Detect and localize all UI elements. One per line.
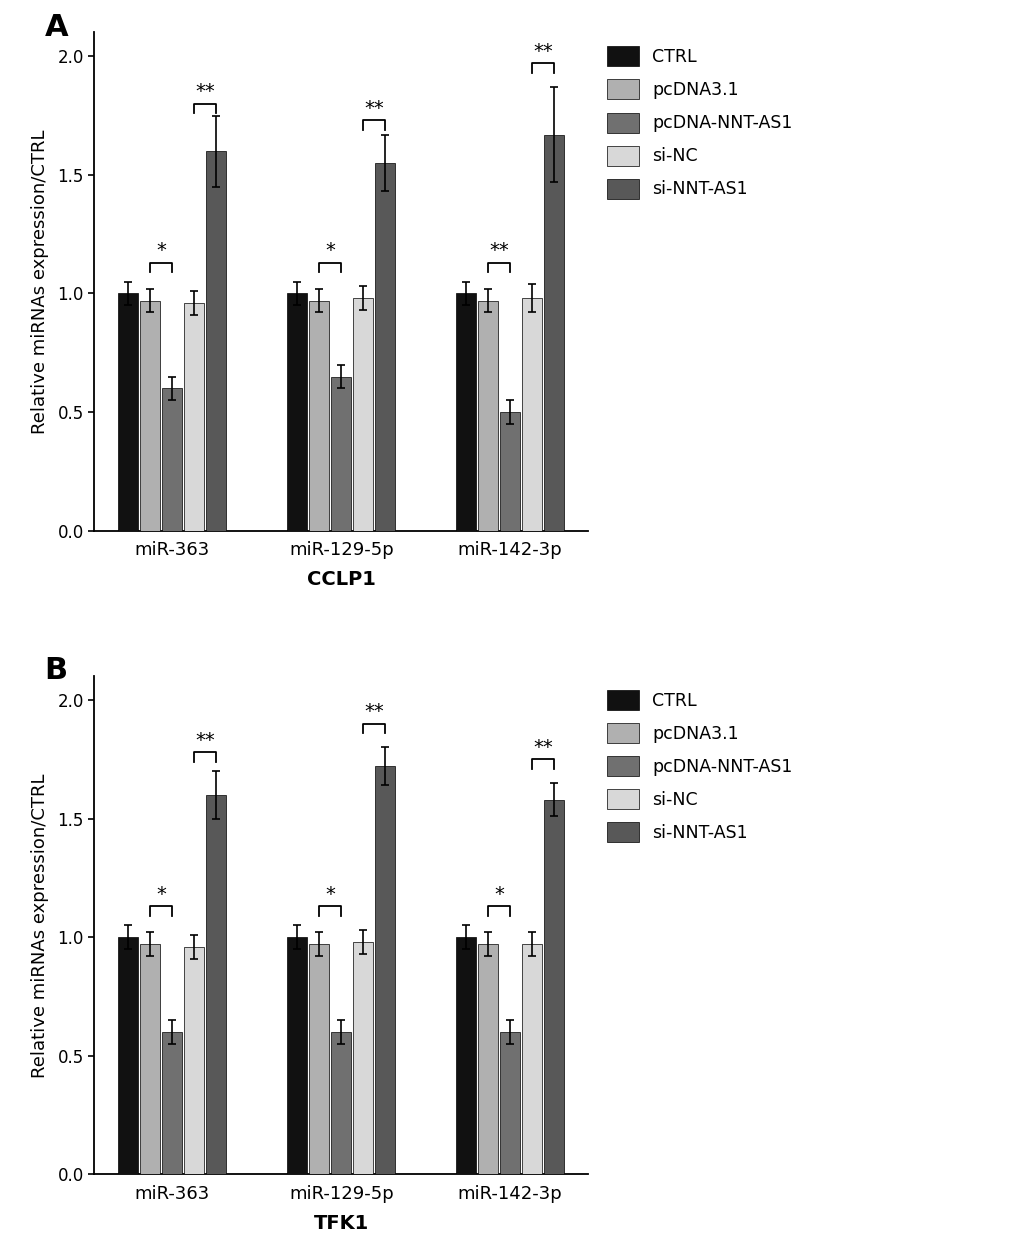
Bar — [287, 937, 307, 1174]
Bar — [162, 388, 182, 530]
Bar — [499, 412, 520, 530]
Text: *: * — [156, 885, 166, 904]
Bar — [543, 800, 564, 1174]
Bar — [522, 945, 542, 1174]
Text: **: ** — [489, 241, 508, 261]
Bar — [184, 947, 204, 1174]
Bar — [455, 293, 476, 530]
X-axis label: TFK1: TFK1 — [313, 1214, 369, 1233]
Bar — [162, 1032, 182, 1174]
Bar — [140, 301, 160, 530]
Text: *: * — [325, 241, 335, 261]
Y-axis label: Relative miRNAs expression/CTRL: Relative miRNAs expression/CTRL — [31, 773, 49, 1077]
Text: **: ** — [196, 731, 215, 750]
Bar — [118, 937, 139, 1174]
Bar — [140, 945, 160, 1174]
Text: B: B — [45, 656, 67, 685]
Text: *: * — [156, 241, 166, 261]
Bar — [184, 303, 204, 530]
Legend: CTRL, pcDNA3.1, pcDNA-NNT-AS1, si-NC, si-NNT-AS1: CTRL, pcDNA3.1, pcDNA-NNT-AS1, si-NC, si… — [601, 685, 797, 847]
Text: **: ** — [533, 42, 552, 61]
Bar — [478, 301, 498, 530]
Bar — [522, 298, 542, 530]
Text: **: ** — [196, 82, 215, 101]
Bar — [118, 293, 139, 530]
Bar — [375, 163, 395, 530]
Bar — [309, 945, 329, 1174]
Bar — [375, 766, 395, 1174]
X-axis label: CCLP1: CCLP1 — [307, 570, 375, 589]
Bar — [353, 942, 373, 1174]
Bar — [499, 1032, 520, 1174]
Text: *: * — [325, 885, 335, 904]
Bar — [206, 795, 226, 1174]
Bar — [331, 377, 351, 530]
Legend: CTRL, pcDNA3.1, pcDNA-NNT-AS1, si-NC, si-NNT-AS1: CTRL, pcDNA3.1, pcDNA-NNT-AS1, si-NC, si… — [601, 41, 797, 203]
Bar — [331, 1032, 351, 1174]
Bar — [309, 301, 329, 530]
Bar — [287, 293, 307, 530]
Bar — [206, 151, 226, 530]
Bar — [455, 937, 476, 1174]
Text: *: * — [494, 885, 503, 904]
Bar — [478, 945, 498, 1174]
Bar — [353, 298, 373, 530]
Text: **: ** — [364, 99, 384, 117]
Bar — [543, 135, 564, 530]
Y-axis label: Relative miRNAs expression/CTRL: Relative miRNAs expression/CTRL — [31, 130, 49, 434]
Text: **: ** — [533, 738, 552, 756]
Text: A: A — [45, 12, 68, 41]
Text: **: ** — [364, 703, 384, 721]
